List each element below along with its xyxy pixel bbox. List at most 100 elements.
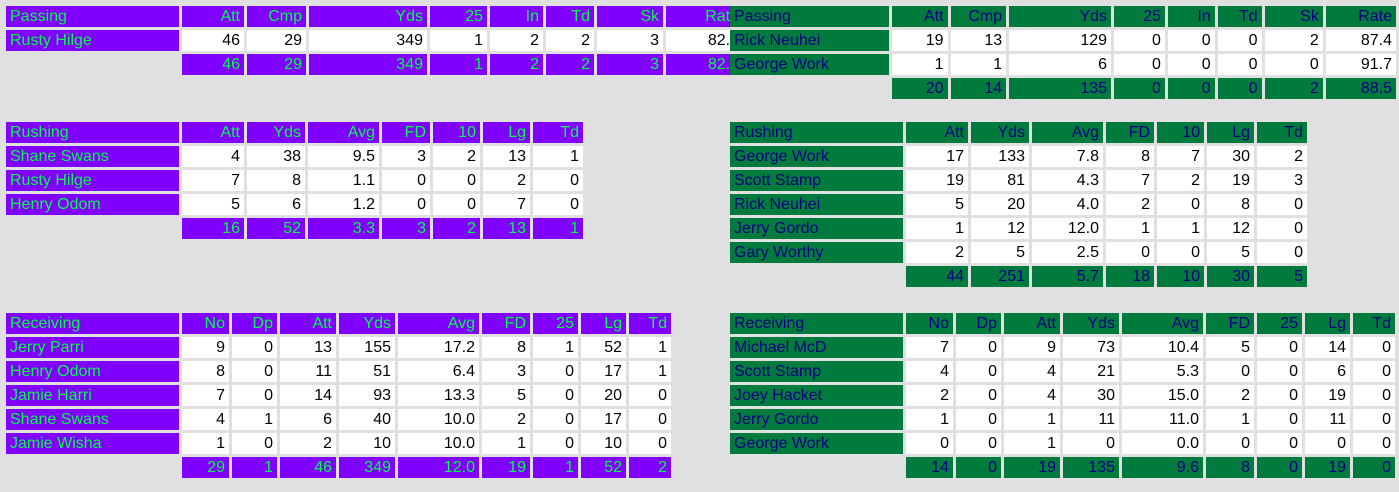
total-cell: 0 <box>1257 457 1302 478</box>
stat-cell: 7 <box>182 170 244 191</box>
table-row: Rusty Hilge 46 29 349 1 2 2 3 82.6 <box>6 30 743 51</box>
stat-cell: 3 <box>382 146 430 167</box>
column-header: Lg <box>581 313 626 334</box>
total-cell: 0 <box>1217 78 1262 99</box>
player-name: Jamie Wisha <box>6 433 179 454</box>
stat-cell: 2 <box>1106 194 1154 215</box>
totals-spacer <box>6 54 179 75</box>
player-name: Jerry Parri <box>6 337 179 358</box>
stat-cell: 0 <box>1353 361 1395 382</box>
column-header: Td <box>546 6 594 27</box>
total-cell: 2 <box>433 218 480 239</box>
stat-cell: 17 <box>581 361 626 382</box>
stat-cell: 7 <box>182 385 229 406</box>
player-name: George Work <box>730 54 890 75</box>
column-header: Att <box>280 313 336 334</box>
stat-cell: 0 <box>433 194 480 215</box>
stat-cell: 0 <box>232 337 277 358</box>
stat-cell: 1 <box>182 433 229 454</box>
stat-cell: 10.0 <box>398 433 479 454</box>
column-header: Cmp <box>247 6 306 27</box>
stat-cell: 0 <box>533 385 578 406</box>
stat-cell: 0 <box>1157 194 1204 215</box>
stat-cell: 5 <box>971 242 1029 263</box>
stat-cell: 0 <box>1257 194 1307 215</box>
column-header: Att <box>892 6 948 27</box>
total-cell: 3 <box>382 218 430 239</box>
column-header: Yds <box>1063 313 1119 334</box>
stat-cell: 0 <box>232 433 277 454</box>
stat-cell: 13 <box>950 30 1007 51</box>
stat-cell: 0 <box>1206 433 1254 454</box>
stat-cell: 38 <box>247 146 305 167</box>
column-header: Yds <box>339 313 395 334</box>
table-row: Jamie Wisha 1 0 2 10 10.0 1 0 10 0 <box>6 433 671 454</box>
stat-cell: 0 <box>956 385 1001 406</box>
stat-cell: 6 <box>1305 361 1350 382</box>
stat-cell: 2 <box>483 170 530 191</box>
column-header: Yds <box>1009 6 1112 27</box>
total-cell: 46 <box>280 457 336 478</box>
stat-cell: 17 <box>581 409 626 430</box>
totals-spacer <box>730 78 889 99</box>
column-header: FD <box>482 313 530 334</box>
stat-cell: 6 <box>280 409 336 430</box>
stat-cell: 3 <box>1257 170 1307 191</box>
stat-cell: 20 <box>581 385 626 406</box>
stat-cell: 0 <box>1257 361 1302 382</box>
right-team-passing-table: Passing Att Cmp Yds 25 In Td Sk Rate Rick Neuhei 1… <box>727 3 1399 102</box>
stat-cell: 8 <box>247 170 305 191</box>
stat-cell: 2 <box>1206 385 1254 406</box>
total-cell: 12.0 <box>398 457 479 478</box>
table-row: Rusty Hilge 7 8 1.1 0 0 2 0 <box>6 170 583 191</box>
stat-cell: 0 <box>533 409 578 430</box>
left-team-passing-table: Passing Att Cmp Yds 25 In Td Sk Rate Rusty Hilge 4… <box>3 3 746 78</box>
column-header: Avg <box>308 122 379 143</box>
stat-cell: 0 <box>956 337 1001 358</box>
total-cell: 44 <box>906 266 968 287</box>
stat-cell: 9 <box>182 337 229 358</box>
stat-cell: 1 <box>533 146 583 167</box>
column-header: Td <box>1353 313 1395 334</box>
stat-cell: 21 <box>1063 361 1119 382</box>
stat-cell: 0 <box>1305 433 1350 454</box>
totals-row: 29 1 46 349 12.0 19 1 52 2 <box>6 457 671 478</box>
stat-cell: 1.2 <box>308 194 379 215</box>
stat-cell: 4 <box>182 409 229 430</box>
left-team-receiving-table: Receiving No Dp Att Yds Avg FD 25 Lg Td Jerry Parr… <box>3 310 674 481</box>
totals-spacer <box>730 457 903 478</box>
stat-cell: 19 <box>1305 385 1350 406</box>
column-header: Lg <box>483 122 530 143</box>
table-row: Jerry Parri 9 0 13 155 17.2 8 1 52 1 <box>6 337 671 358</box>
stat-cell: 0 <box>956 433 1001 454</box>
stat-cell: 1 <box>533 337 578 358</box>
total-cell: 19 <box>1305 457 1350 478</box>
table-row: Henry Odom 8 0 11 51 6.4 3 0 17 1 <box>6 361 671 382</box>
column-header: Td <box>1217 6 1262 27</box>
stat-cell: 5.3 <box>1122 361 1203 382</box>
stat-cell: 8 <box>1207 194 1254 215</box>
stat-cell: 40 <box>339 409 395 430</box>
stat-cell: 17 <box>906 146 968 167</box>
totals-row: 20 14 135 0 0 0 2 88.5 <box>730 78 1396 99</box>
total-cell: 16 <box>182 218 244 239</box>
stat-cell: 20 <box>971 194 1029 215</box>
column-header: 25 <box>1114 6 1165 27</box>
stat-cell: 0 <box>533 170 583 191</box>
total-cell: 10 <box>1157 266 1204 287</box>
table-row: Jerry Gordo 1 0 1 11 11.0 1 0 11 0 <box>730 409 1395 430</box>
total-cell: 29 <box>247 54 306 75</box>
stat-cell: 14 <box>280 385 336 406</box>
stat-cell: 0 <box>1353 433 1395 454</box>
stat-cell: 0 <box>956 361 1001 382</box>
table-header-row: Rushing Att Yds Avg FD 10 Lg Td <box>6 122 583 143</box>
player-name: Henry Odom <box>6 194 179 215</box>
column-header: Td <box>1257 122 1307 143</box>
stat-cell: 1 <box>629 337 671 358</box>
column-header: Dp <box>232 313 277 334</box>
table-row: George Work 0 0 1 0 0.0 0 0 0 0 <box>730 433 1395 454</box>
stat-cell: 1 <box>1157 218 1204 239</box>
stat-cell: 11 <box>280 361 336 382</box>
stat-cell: 0 <box>1167 54 1215 75</box>
stat-cell: 0 <box>629 433 671 454</box>
